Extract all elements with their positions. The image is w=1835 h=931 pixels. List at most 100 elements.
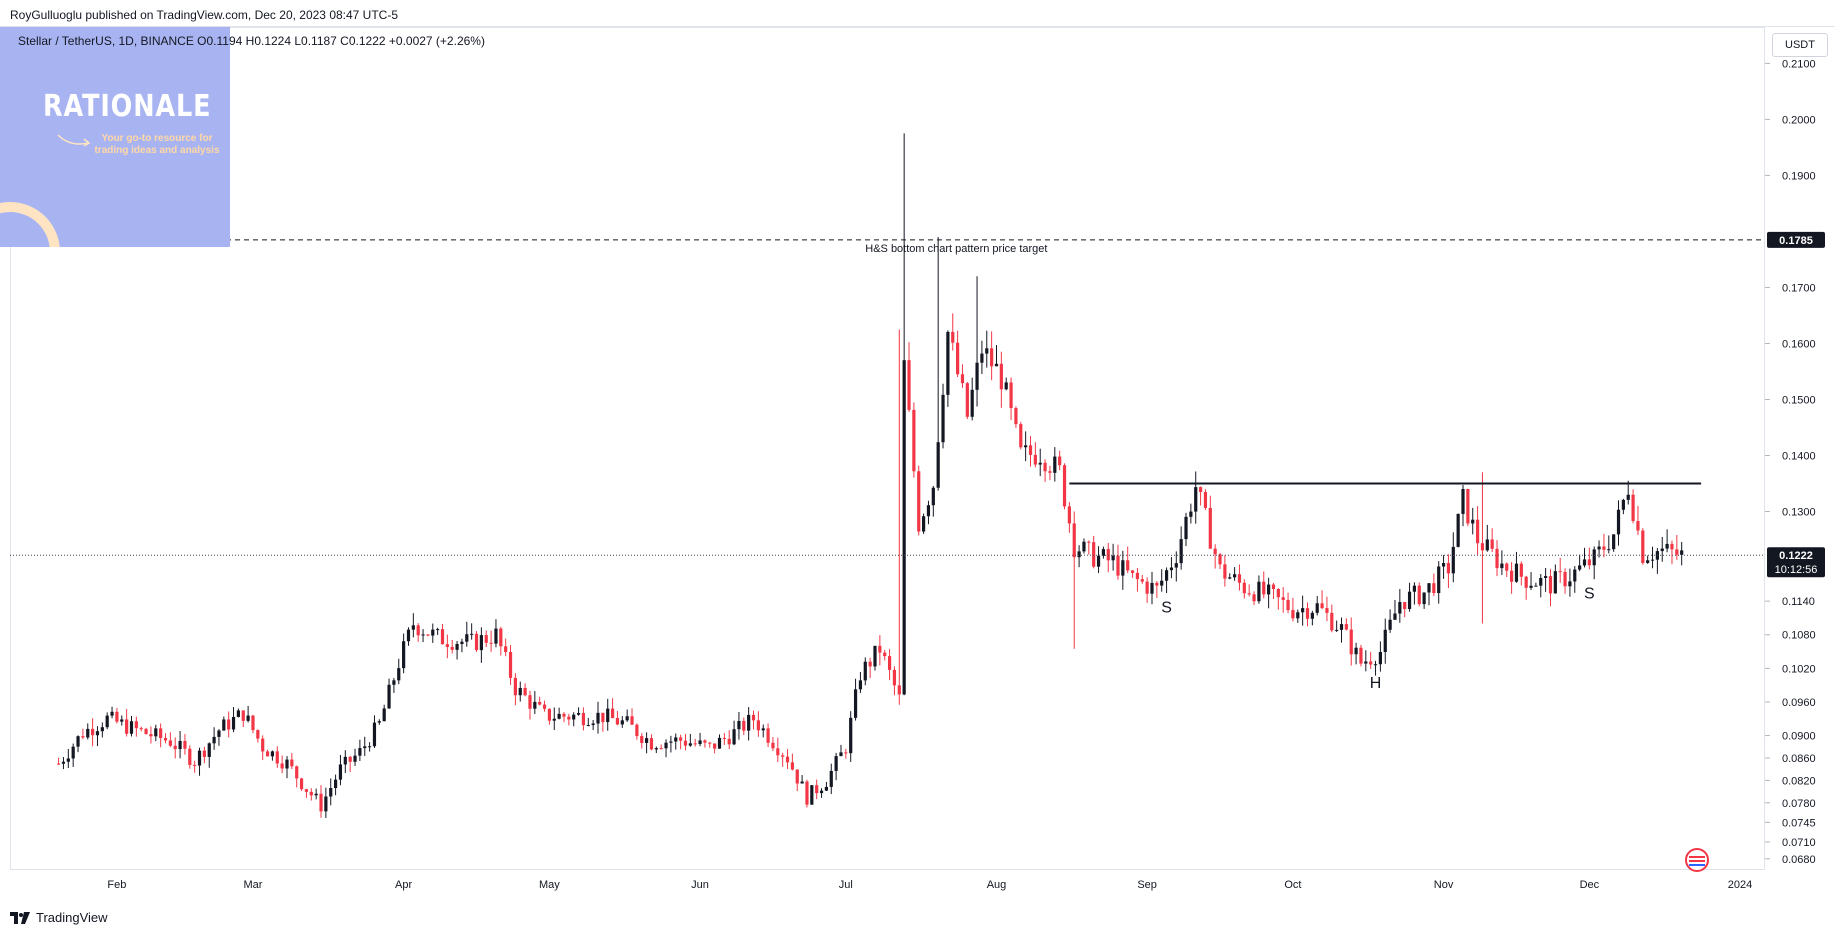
candle-body <box>134 721 138 729</box>
candle-body <box>197 750 202 766</box>
y-tick-label: 0.2100 <box>1782 58 1816 70</box>
candle-body <box>1271 584 1276 590</box>
candle-body <box>1544 576 1548 578</box>
candle-body <box>747 714 751 731</box>
candle-body <box>513 677 517 696</box>
candle-body <box>606 708 610 723</box>
candle-body <box>542 704 547 709</box>
price-axis[interactable] <box>1765 27 1835 870</box>
candle-body <box>387 684 391 709</box>
watermark-title: RATIONALE <box>43 89 212 124</box>
candle-body <box>270 751 275 757</box>
candle-body <box>785 756 790 763</box>
candle-body <box>781 755 785 757</box>
candle-body <box>1612 534 1616 550</box>
candle-body <box>1004 382 1008 390</box>
candle-body <box>129 721 134 734</box>
candle-body <box>713 743 717 749</box>
x-tick-label: Jul <box>839 879 853 891</box>
candle-body <box>290 759 294 767</box>
candle-body <box>1534 585 1538 587</box>
candle-body <box>1631 494 1635 522</box>
candle-body <box>1194 487 1198 512</box>
candle-body <box>547 708 552 721</box>
us-flag-icon[interactable] <box>1682 848 1712 872</box>
candle-body <box>1267 584 1271 595</box>
candle-body <box>91 728 95 736</box>
decorative-circle <box>0 202 60 247</box>
candle-body <box>1607 549 1611 551</box>
candle-body <box>562 713 566 717</box>
y-tick-label: 0.0780 <box>1782 798 1816 810</box>
x-tick-label: Aug <box>987 879 1007 891</box>
candle-body <box>960 374 965 384</box>
candle-body <box>975 362 979 390</box>
candle-body <box>1451 546 1455 574</box>
candle-body <box>1164 570 1169 581</box>
candle-body <box>1485 539 1489 551</box>
candle-body <box>1349 629 1353 655</box>
candle-body <box>1388 619 1392 630</box>
y-tick-label: 0.0710 <box>1782 837 1816 849</box>
candle-body <box>902 360 906 695</box>
candle-body <box>236 710 240 717</box>
y-tick-label: 0.1080 <box>1782 630 1816 642</box>
candle-body <box>183 740 187 749</box>
candle-body <box>1301 608 1305 613</box>
candle-body <box>1398 602 1402 614</box>
candle-body <box>474 633 479 651</box>
candle-body <box>1320 603 1324 609</box>
candle-body <box>956 342 960 375</box>
candle-body <box>591 723 595 726</box>
candle-body <box>1446 563 1451 574</box>
candle-body <box>202 750 206 757</box>
price-label: 0.1785 <box>1779 235 1813 247</box>
candle-body <box>732 729 736 745</box>
candle-body <box>1378 652 1382 665</box>
candle-body <box>849 717 853 754</box>
candle-body <box>1092 542 1096 567</box>
candle-body <box>333 779 338 789</box>
candle-body <box>1548 576 1553 594</box>
candle-body <box>1305 608 1310 619</box>
candle-body <box>819 790 824 794</box>
candle-body <box>1130 570 1135 573</box>
candle-body <box>1145 581 1149 594</box>
candle-body <box>1038 462 1042 465</box>
candle-body <box>635 724 639 737</box>
candle-body <box>640 736 644 743</box>
candle-body <box>863 661 867 681</box>
candle-body <box>105 715 109 728</box>
candle-body <box>1150 582 1154 594</box>
currency-selector[interactable]: USDT <box>1772 33 1828 57</box>
candle-body <box>931 487 935 506</box>
candle-body <box>120 719 124 722</box>
candle-body <box>1680 550 1684 555</box>
candle-body <box>1247 593 1251 595</box>
price-label-box <box>1767 547 1825 578</box>
candle-body <box>1077 551 1081 558</box>
candle-body <box>853 689 858 718</box>
candle-body <box>1505 563 1509 571</box>
candle-body <box>897 685 901 695</box>
candle-body <box>717 737 722 749</box>
candle-body <box>343 756 347 765</box>
candle-body <box>426 634 430 636</box>
candle-body <box>1218 554 1222 565</box>
chart-area[interactable] <box>10 27 1765 870</box>
candle-body <box>1257 581 1261 602</box>
candle-body <box>751 714 756 721</box>
tradingview-brand[interactable]: TradingView <box>10 910 108 925</box>
candle-body <box>883 652 887 657</box>
candle-body <box>1106 549 1110 561</box>
candle-body <box>450 646 454 650</box>
candle-body <box>1568 581 1572 587</box>
candle-body <box>615 718 620 725</box>
candle-body <box>1524 576 1528 588</box>
candle-body <box>1014 408 1018 425</box>
pattern-label: S <box>1161 599 1172 616</box>
candle-body <box>1135 572 1140 580</box>
candle-body <box>581 713 586 726</box>
candle-body <box>1602 546 1606 550</box>
candle-body <box>1174 563 1178 568</box>
